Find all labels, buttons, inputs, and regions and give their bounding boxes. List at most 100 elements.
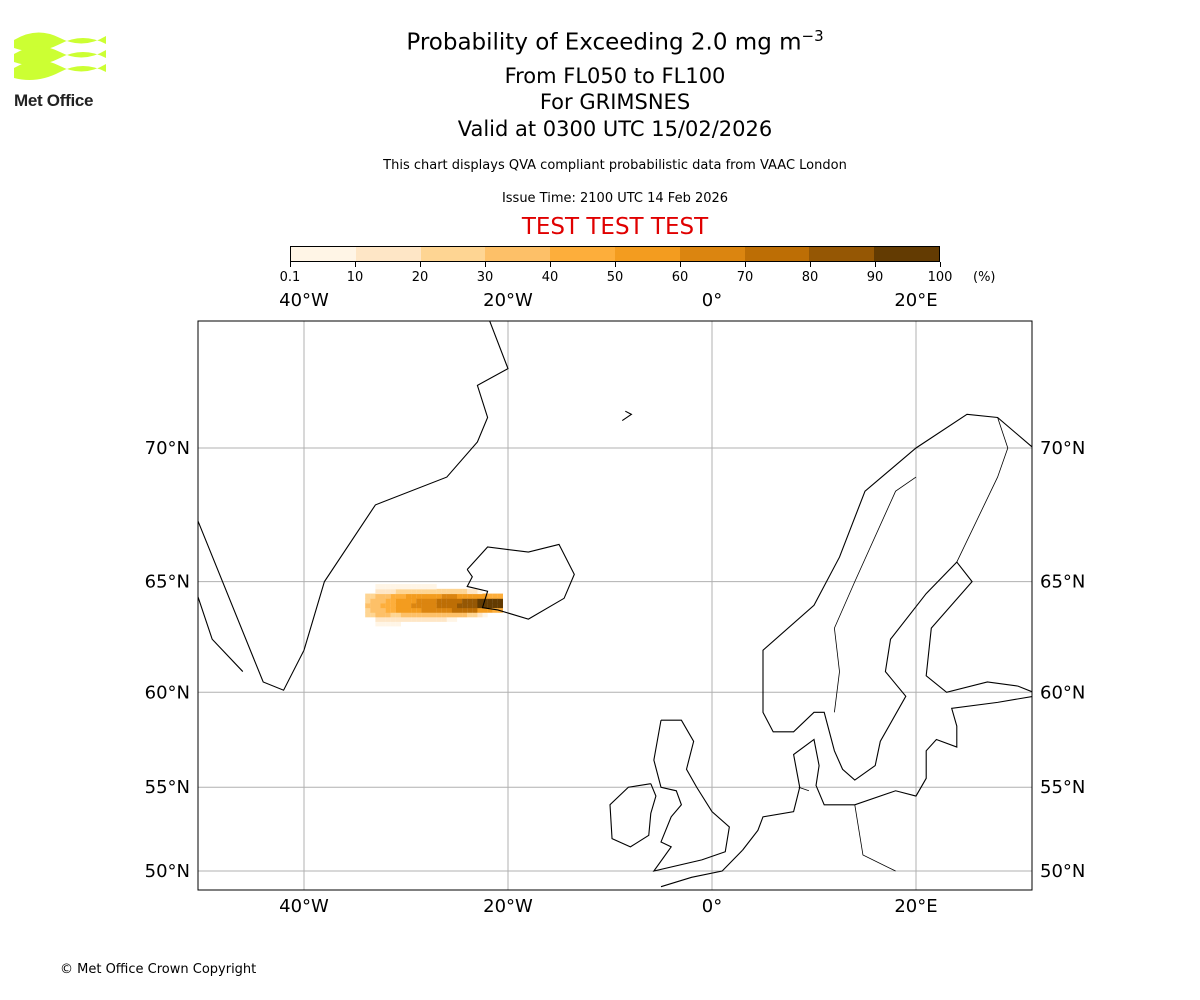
plume-cell <box>400 616 407 622</box>
plume-cell <box>395 621 401 627</box>
coastline <box>466 543 575 620</box>
title-volcano: For GRIMSNES <box>539 90 691 114</box>
plume-cell <box>421 616 427 622</box>
plume-cell <box>385 588 391 595</box>
plume-cell <box>395 607 401 613</box>
lat-tick-label: 50°N <box>1040 861 1085 882</box>
plume-cell <box>457 602 463 609</box>
plume-cell <box>390 621 396 627</box>
plume-cell <box>375 602 381 609</box>
country-border <box>798 786 810 792</box>
plume-cell <box>462 593 468 599</box>
colorbar-tick-mark <box>680 262 681 267</box>
plume-cell <box>472 602 478 609</box>
colorbar-bin <box>744 247 810 261</box>
plume-cell <box>477 593 483 599</box>
coastline <box>762 413 1032 781</box>
plume-cell <box>406 602 412 609</box>
plume-cell <box>385 598 391 604</box>
plume-cell <box>411 588 417 595</box>
plume-cell <box>365 607 371 613</box>
plume-cell <box>457 607 463 613</box>
plume-cell <box>467 602 473 609</box>
plume-cell <box>436 588 442 595</box>
colorbar-bin <box>485 247 551 261</box>
plume-cell <box>416 607 422 613</box>
colorbar-tick-mark <box>745 262 746 267</box>
plume-cell <box>441 593 447 599</box>
plume-cell <box>446 588 452 595</box>
plume-cell <box>467 612 473 618</box>
plume-cell <box>365 612 371 618</box>
country-border <box>833 476 917 713</box>
colorbar-tick-mark <box>550 262 551 267</box>
plume-cell <box>426 584 432 590</box>
plume-cell <box>467 588 473 595</box>
plume-cell <box>380 588 386 595</box>
plume-cell <box>406 598 412 604</box>
plume-cell <box>451 598 458 604</box>
plume-cell <box>406 607 412 613</box>
colorbar-tick-label: 100 <box>927 270 953 285</box>
plume-cell <box>457 598 463 604</box>
plume-cell <box>477 598 483 604</box>
colorbar-unit: (%) <box>973 270 996 285</box>
plume-cell <box>426 616 432 622</box>
lon-tick-label: 20°W <box>483 290 533 311</box>
plume-cell <box>421 584 427 590</box>
plume-cell <box>390 593 396 599</box>
plume-cell <box>492 598 498 604</box>
plume-cell <box>380 612 386 618</box>
plume-cell <box>492 607 498 613</box>
coastline <box>609 783 657 848</box>
lon-tick-label: 20°E <box>894 896 937 917</box>
plume-cell <box>436 593 442 599</box>
plume-cell <box>477 607 483 613</box>
plume-cell <box>441 588 447 595</box>
plume-cell <box>380 616 386 622</box>
plume-cell <box>487 607 493 613</box>
plume-cell <box>395 602 401 609</box>
plume-cell <box>487 602 493 609</box>
lon-tick-label: 0° <box>702 896 722 917</box>
issue-time: Issue Time: 2100 UTC 14 Feb 2026 <box>501 191 729 206</box>
lon-tick-label: 40°W <box>279 290 329 311</box>
plume-cell <box>482 612 488 618</box>
plume-cell <box>441 598 447 604</box>
plume-cell <box>497 593 503 599</box>
plume-cell <box>390 584 396 590</box>
plume-cell <box>411 612 417 618</box>
colorbar-tick-label: 50 <box>606 270 624 285</box>
plume-cell <box>457 588 463 595</box>
plume-cell <box>431 612 437 618</box>
colorbar-bin <box>420 247 486 261</box>
coastline <box>742 695 1032 851</box>
plume-cell <box>406 593 412 599</box>
plume-cell <box>365 598 371 604</box>
plume-cell <box>446 598 452 604</box>
plume-cell <box>411 598 417 604</box>
plume-cell <box>400 598 407 604</box>
country-border <box>956 417 1009 563</box>
plume-cell <box>441 616 447 622</box>
plume-cell <box>385 593 391 599</box>
colorbar-tick-mark <box>420 262 421 267</box>
plume-cell <box>487 593 493 599</box>
coastline <box>652 719 730 872</box>
colorbar-tick-label: 30 <box>476 270 494 285</box>
plume-cell <box>416 602 422 609</box>
plume-cell <box>411 616 417 622</box>
plume-cell <box>446 607 452 613</box>
plume-cell <box>436 612 442 618</box>
plume-cell <box>375 588 381 595</box>
plume-cell <box>467 607 473 613</box>
plume-cell <box>431 588 437 595</box>
colorbar-bin <box>614 247 680 261</box>
colorbar-tick-mark <box>940 262 941 267</box>
lat-tick-label: 55°N <box>1040 777 1085 798</box>
plume-cell <box>375 616 381 622</box>
title-flight-levels: From FL050 to FL100 <box>504 64 726 88</box>
plume-cell <box>406 584 412 590</box>
plume-cell <box>390 612 396 618</box>
